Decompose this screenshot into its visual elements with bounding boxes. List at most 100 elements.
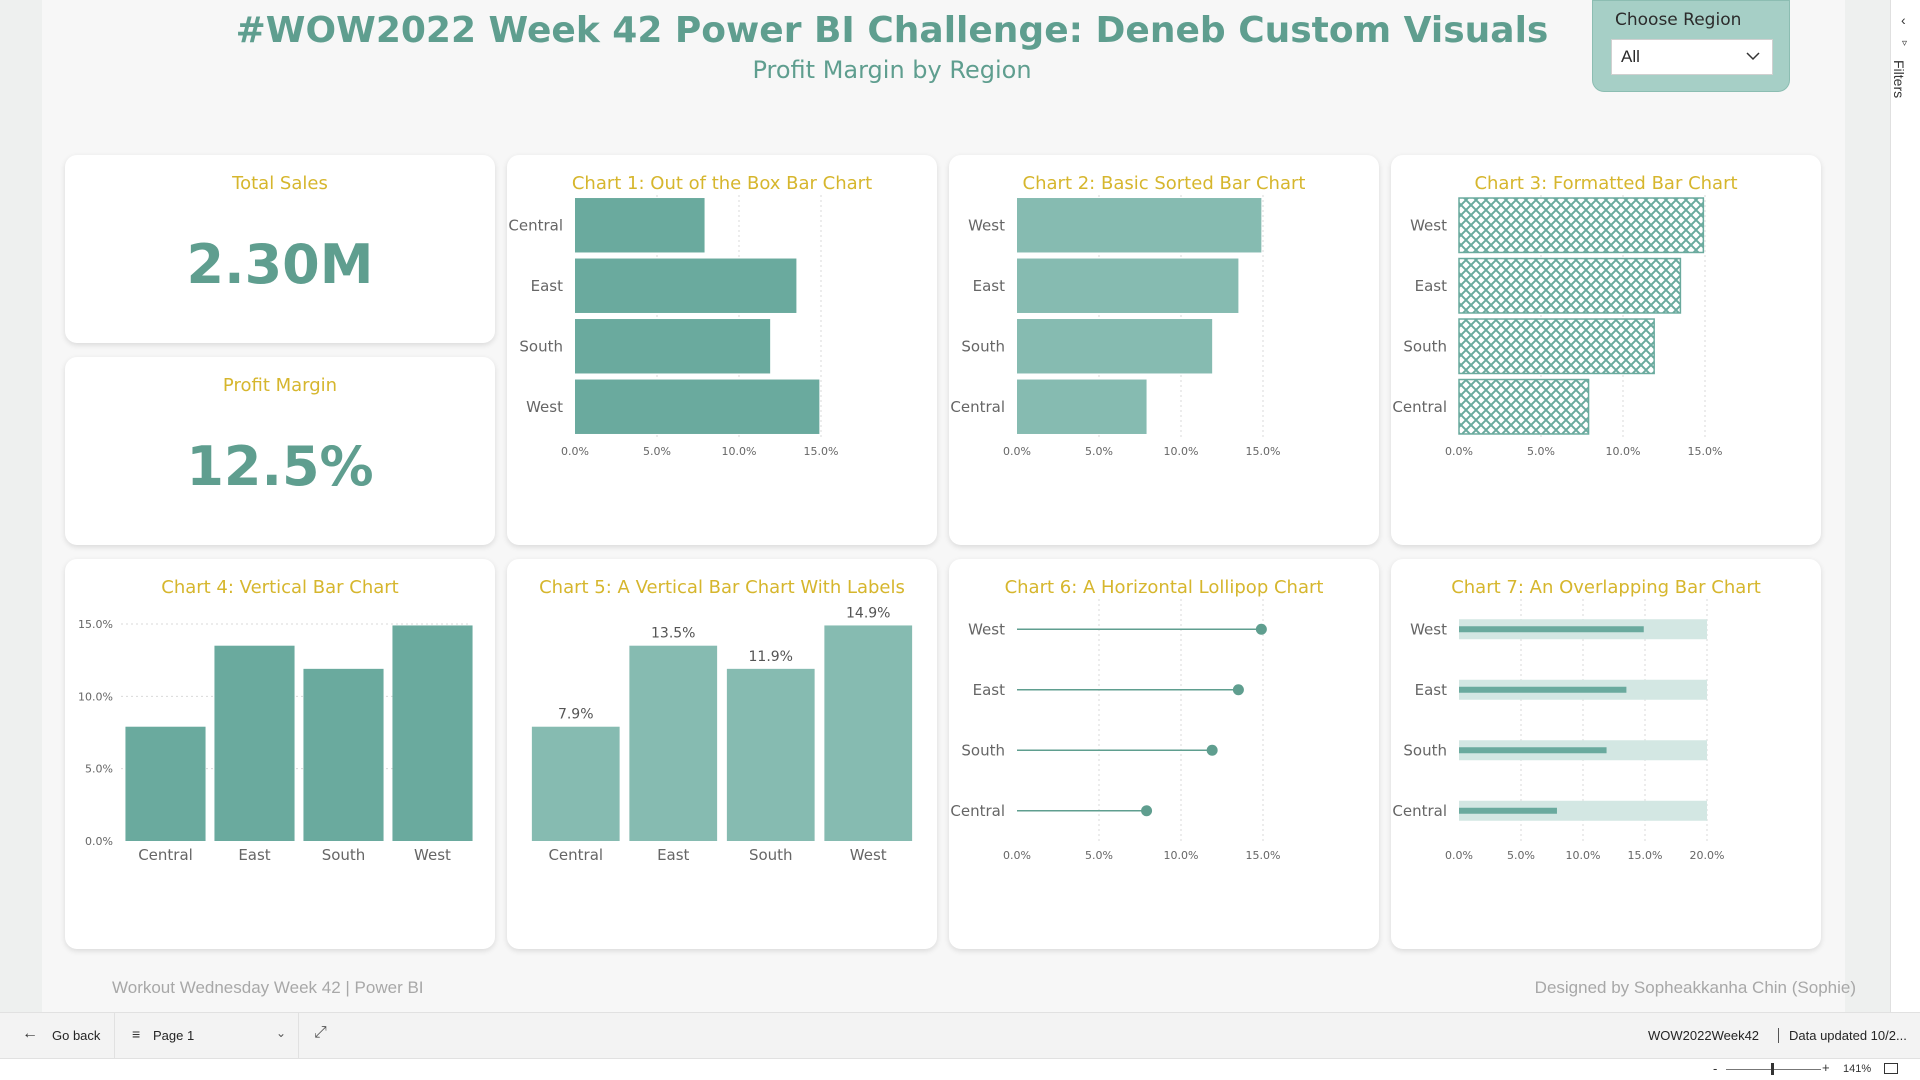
bar (1458, 378, 1590, 435)
collapse-icon[interactable]: ⤢ (314, 1024, 327, 1041)
background-bar (1459, 800, 1707, 821)
x-tick-label: 0.0% (1445, 849, 1473, 862)
bottom-bar: ← Go back ≡ Page 1 ⌄ ⤢ WOW2022Week42 Dat… (0, 1012, 1920, 1059)
page-selector[interactable]: ≡ Page 1 ⌄ (116, 1013, 299, 1059)
filters-pane[interactable]: ‹ ▿ Filters (1890, 0, 1920, 1012)
filter-toggle-icon: ▿ (1902, 38, 1908, 49)
bar (1017, 379, 1147, 434)
bar (575, 198, 705, 253)
bar (1017, 319, 1213, 374)
zoom-in-icon[interactable]: + (1822, 1060, 1830, 1075)
data-label: 13.5% (651, 626, 695, 642)
category-label: South (322, 846, 366, 864)
fit-to-page-icon[interactable] (1884, 1063, 1898, 1074)
chart3-title: Chart 3: Formatted Bar Chart (1474, 173, 1738, 194)
report-canvas: #WOW2022 Week 42 Power BI Challenge: Den… (42, 0, 1856, 1012)
region-dropdown[interactable]: All (1611, 39, 1773, 75)
bar (1458, 318, 1655, 375)
category-label: Central (548, 846, 603, 864)
category-label: West (968, 620, 1005, 638)
x-tick-label: 0.0% (1003, 849, 1031, 862)
chart7-card[interactable]: Chart 7: An Overlapping Bar Chart 0.0% 5.… (1391, 559, 1821, 949)
category-label: Central (138, 846, 193, 864)
bar (726, 668, 815, 841)
go-back-button[interactable]: ← Go back (0, 1013, 115, 1059)
category-label: West (414, 846, 451, 864)
chart4-svg: 0.0% 5.0% 10.0% 15.0% Central East South West (78, 618, 473, 864)
bar (125, 726, 206, 841)
category-label: West (850, 846, 887, 864)
zoom-out-icon[interactable]: - (1713, 1061, 1718, 1076)
value-bar (1459, 686, 1627, 693)
chevron-down-icon: ⌄ (276, 1026, 287, 1040)
y-tick-label: 15.0% (78, 618, 113, 631)
bar (1017, 258, 1239, 313)
bar (214, 645, 295, 841)
lollipop-dot (1232, 684, 1244, 696)
lollipop-dot (1141, 805, 1153, 817)
bar (575, 379, 820, 434)
chart4-title: Chart 4: Vertical Bar Chart (161, 577, 399, 598)
chart5-card[interactable]: Chart 5: A Vertical Bar Chart With Label… (507, 559, 937, 949)
category-label: Central (1392, 398, 1447, 416)
chevron-down-icon (1746, 52, 1760, 61)
x-tick-label: 10.0% (1566, 849, 1601, 862)
slicer-title: Choose Region (1615, 10, 1742, 30)
filters-pane-label[interactable]: Filters (1891, 60, 1907, 99)
x-tick-label: 20.0% (1690, 849, 1725, 862)
chart3-card[interactable]: Chart 3: Formatted Bar Chart 0.0% 5.0% 10.… (1391, 155, 1821, 545)
x-tick-label: 15.0% (1628, 849, 1663, 862)
data-label: 11.9% (749, 649, 793, 665)
category-label: East (1415, 277, 1447, 295)
x-tick-label: 10.0% (1164, 849, 1199, 862)
kpi-total-sales-card: Total Sales 2.30M (65, 155, 495, 343)
data-label: 7.9% (558, 707, 594, 723)
bar (1458, 257, 1682, 314)
chart6-card[interactable]: Chart 6: A Horizontal Lollipop Chart 0.0… (949, 559, 1379, 949)
category-label: South (749, 846, 793, 864)
x-tick-label: 0.0% (1003, 445, 1031, 458)
category-label: East (238, 846, 270, 864)
chevron-left-icon[interactable]: ‹ (1901, 12, 1906, 28)
kpi-total-sales-label: Total Sales (232, 173, 328, 194)
category-label: West (968, 216, 1005, 234)
x-tick-label: 0.0% (1445, 445, 1473, 458)
x-tick-label: 15.0% (1246, 849, 1281, 862)
chart2-title: Chart 2: Basic Sorted Bar Chart (1022, 173, 1306, 194)
category-label: South (1403, 337, 1447, 355)
bar (1017, 198, 1262, 253)
x-tick-label: 10.0% (722, 445, 757, 458)
kpi-total-sales-value: 2.30M (186, 233, 374, 296)
footer-left-text: Workout Wednesday Week 42 | Power BI (112, 978, 424, 997)
chart1-card[interactable]: Chart 1: Out of the Box Bar Chart 0.0% 5.… (507, 155, 937, 545)
category-label: South (1403, 741, 1447, 759)
region-slicer: Choose Region All (1592, 0, 1790, 92)
bar (575, 258, 797, 313)
region-dropdown-value: All (1621, 47, 1640, 66)
chart4-card[interactable]: Chart 4: Vertical Bar Chart 0.0% 5.0% 10.0… (65, 559, 495, 949)
zoom-slider-thumb[interactable] (1770, 1063, 1774, 1075)
zoom-bar: - + 141% (0, 1058, 1920, 1080)
chart1-svg: 0.0% 5.0% 10.0% 15.0% Central East South West (508, 195, 838, 458)
page-list-icon: ≡ (132, 1026, 141, 1042)
x-tick-label: 0.0% (561, 445, 589, 458)
category-label: South (961, 741, 1005, 759)
y-tick-label: 10.0% (78, 690, 113, 703)
category-label: East (657, 846, 689, 864)
category-label: East (973, 681, 1005, 699)
category-label: Central (950, 398, 1005, 416)
kpi-profit-margin-label: Profit Margin (222, 375, 338, 396)
go-back-label: Go back (52, 1028, 101, 1043)
lollipop-dot (1255, 623, 1267, 635)
chart2-card[interactable]: Chart 2: Basic Sorted Bar Chart 0.0% 5.0%… (949, 155, 1379, 545)
category-label: South (519, 337, 563, 355)
category-label: West (1410, 620, 1447, 638)
x-tick-label: 10.0% (1606, 445, 1641, 458)
chart5-title: Chart 5: A Vertical Bar Chart With Label… (539, 577, 905, 598)
kpi-profit-margin-card: Profit Margin 12.5% (65, 357, 495, 545)
x-tick-label: 15.0% (1246, 445, 1281, 458)
bar (303, 668, 384, 841)
arrow-left-icon: ← (22, 1025, 38, 1042)
category-label: West (526, 398, 563, 416)
x-tick-label: 5.0% (1085, 445, 1113, 458)
